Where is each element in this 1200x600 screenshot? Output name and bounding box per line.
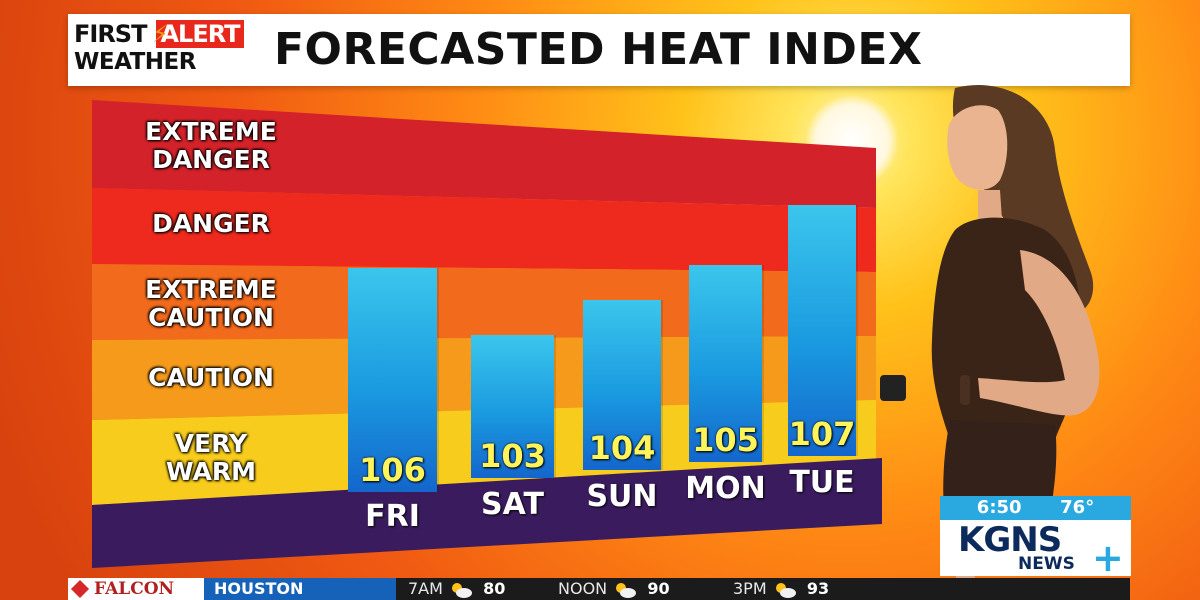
bar-mon xyxy=(689,265,762,462)
slot-temp: 93 xyxy=(806,579,830,598)
slot-time: NOON xyxy=(558,579,608,598)
sponsor-badge: FALCON xyxy=(68,578,204,600)
bar-value-label: 107 xyxy=(788,415,856,453)
slot-temp: 90 xyxy=(647,579,670,598)
partly-sunny-icon xyxy=(616,582,637,598)
logo-first-text: FIRST xyxy=(74,20,147,48)
zone-label-line: DANGER xyxy=(152,145,270,174)
bar-value-label: 106 xyxy=(359,451,426,489)
time-temp-readout: 6:50 76° xyxy=(940,496,1131,520)
ticker-slot-2: 3PM 93 xyxy=(733,578,829,600)
bar-value-label: 104 xyxy=(588,429,656,467)
zone-label: CAUTION xyxy=(100,364,322,392)
zone-label-line: CAUTION xyxy=(148,303,274,332)
bar-value-label: 105 xyxy=(692,421,759,459)
station-name: KGNS xyxy=(958,520,1062,560)
category-label-tue: TUE xyxy=(789,465,855,500)
zone-label-line: DANGER xyxy=(152,209,270,238)
zone-label-line: EXTREME xyxy=(145,275,277,304)
weather-ticker: FALCON HOUSTON 7AM 80 NOON 90 3PM 93 xyxy=(68,578,1130,600)
lightning-bolt-icon: ⚡ xyxy=(152,20,169,48)
heat-zone-band xyxy=(92,100,876,208)
heat-zone-band xyxy=(92,188,876,272)
sponsor-name: FALCON xyxy=(94,579,175,599)
bar-sun xyxy=(583,300,661,470)
slot-time: 7AM xyxy=(408,579,443,598)
bar-value-label: 103 xyxy=(479,437,546,475)
zone-label: EXTREME CAUTION xyxy=(100,276,322,332)
zone-label: DANGER xyxy=(100,210,322,238)
page-title: FORECASTED HEAT INDEX xyxy=(274,24,923,75)
partly-sunny-icon xyxy=(452,582,473,598)
clock-temp: 76° xyxy=(1060,497,1095,518)
station-sub: NEWS xyxy=(1018,554,1075,574)
ticker-slot-0: 7AM 80 xyxy=(408,578,505,600)
slot-temp: 80 xyxy=(483,579,506,598)
bar-tue xyxy=(788,205,856,456)
zone-label-line: CAUTION xyxy=(148,363,274,392)
logo-alert-text: ALERT xyxy=(156,20,244,48)
ticker-slot-1: NOON 90 xyxy=(558,578,670,600)
header-bar: FIRST ALERT ⚡ WEATHER FORECASTED HEAT IND… xyxy=(68,14,1130,86)
chart-baseline xyxy=(92,458,882,568)
zone-label: EXTREME DANGER xyxy=(100,118,322,174)
clock-time: 6:50 xyxy=(976,497,1022,518)
bar-sat xyxy=(471,335,554,478)
bar-fri xyxy=(348,268,437,492)
logo-weather-text: WEATHER xyxy=(74,49,196,75)
heat-zone-band xyxy=(92,264,876,340)
partly-sunny-icon xyxy=(775,582,796,598)
station-logo: KGNS NEWS + xyxy=(940,520,1131,580)
zone-label-line: VERY xyxy=(174,429,248,458)
ticker-city: HOUSTON xyxy=(204,578,396,600)
category-label-sat: SAT xyxy=(481,487,544,522)
category-label-sun: SUN xyxy=(586,479,658,514)
slot-time: 3PM xyxy=(733,579,767,598)
zone-label-line: EXTREME xyxy=(145,117,277,146)
zone-label: VERY WARM xyxy=(100,430,322,486)
category-label-mon: MON xyxy=(685,471,766,506)
first-alert-weather-logo: FIRST ALERT ⚡ WEATHER xyxy=(74,20,254,79)
category-label-fri: FRI xyxy=(365,499,420,534)
station-plus: + xyxy=(1092,536,1124,580)
sponsor-logo-icon xyxy=(70,579,90,599)
zone-label-line: WARM xyxy=(166,457,256,486)
